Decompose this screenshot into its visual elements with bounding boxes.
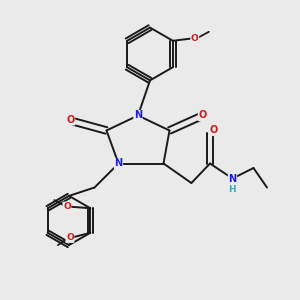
Text: O: O [198, 110, 207, 121]
Text: N: N [114, 158, 123, 169]
Text: O: O [191, 34, 199, 43]
Text: O: O [209, 125, 218, 136]
Text: N: N [134, 110, 142, 121]
Text: O: O [66, 233, 74, 242]
Text: N: N [228, 173, 237, 184]
Text: O: O [66, 115, 75, 125]
Text: H: H [228, 185, 236, 194]
Text: O: O [63, 202, 71, 211]
